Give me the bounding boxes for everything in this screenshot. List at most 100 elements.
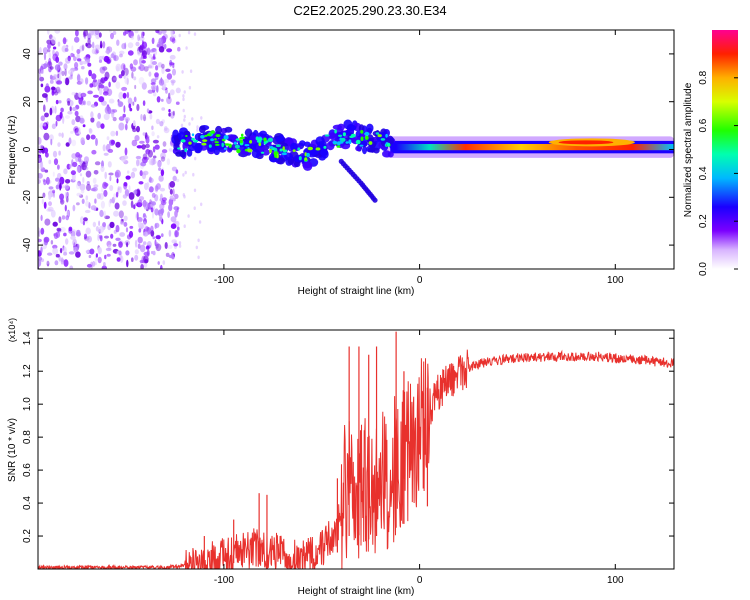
noise-speckle [143,66,149,72]
noise-speckle [147,149,153,158]
noise-speckle [54,260,59,266]
noise-speckle [143,114,146,122]
noise-speckle [46,260,50,265]
signal-branch [372,197,378,203]
noise-speckle [172,68,176,76]
noise-speckle [162,260,166,265]
snr-scale-label: (x10⁴) [7,318,17,342]
noise-speckle [116,178,119,184]
noise-speckle [107,161,112,168]
noise-speckle [121,43,127,50]
noise-speckle [53,158,59,166]
spectrogram-ytick-label: 0 [22,146,33,152]
noise-speckle [171,37,176,44]
noise-speckle [76,165,81,173]
noise-speckle [166,73,173,80]
noise-speckle [103,113,110,121]
noise-speckle [95,48,98,52]
signal-blob-core [276,153,279,159]
noise-speckle [98,59,103,63]
noise-speckle [74,36,80,43]
signal-blob-core [210,138,215,142]
noise-speckle [155,243,162,252]
noise-speckle [92,41,95,49]
noise-speckle [157,261,160,265]
noise-speckle [90,205,97,211]
noise-speckle [51,86,56,91]
noise-speckle [144,226,149,232]
noise-speckle [128,185,131,193]
noise-speckle [141,82,147,90]
noise-speckle [66,191,69,198]
signal-blob-core [188,141,192,145]
noise-speckle [99,235,103,242]
noise-speckle [128,192,135,200]
noise-speckle [193,32,197,36]
colorbar-tick-label: 0.0 [698,262,709,276]
noise-speckle [115,81,121,89]
noise-speckle [156,85,159,93]
noise-speckle [38,227,41,235]
noise-speckle [180,123,184,128]
signal-blob [337,123,345,131]
noise-speckle [52,221,58,227]
noise-speckle [76,229,81,237]
noise-speckle [182,97,185,102]
noise-speckle [118,116,125,121]
noise-speckle [177,46,181,52]
noise-speckle [121,86,128,91]
noise-speckle [92,221,97,228]
noise-speckle [56,80,63,85]
noise-speckle [57,73,60,79]
noise-speckle [151,131,155,137]
noise-speckle [182,173,185,177]
signal-blob-core [315,147,321,151]
noise-speckle [152,146,156,153]
noise-speckle [155,118,160,125]
signal-blob-core [215,143,220,146]
noise-speckle [91,73,97,80]
noise-speckle [73,126,79,134]
noise-speckle [47,252,53,256]
noise-speckle [160,169,165,177]
spectrogram-xlabel: Height of straight line (km) [298,286,415,297]
noise-speckle [54,64,61,71]
noise-speckle [178,33,181,38]
noise-speckle [127,50,134,56]
noise-speckle [58,150,61,156]
noise-speckle [115,141,121,148]
noise-speckle [197,255,200,260]
noise-speckle [75,251,81,258]
noise-speckle [165,89,168,94]
noise-speckle [133,96,137,103]
noise-speckle [136,103,140,112]
noise-speckle [104,106,110,114]
noise-speckle [161,197,167,202]
noise-speckle [130,171,136,179]
noise-speckle [47,30,50,35]
noise-speckle [169,181,176,188]
spectrogram-xtick-label: -100 [214,275,234,286]
noise-speckle [38,163,44,170]
noise-speckle [68,76,73,80]
noise-speckle [100,123,105,129]
noise-speckle [156,135,160,139]
snr-xtick-label: -100 [214,575,234,586]
noise-speckle [138,45,143,53]
noise-speckle [52,150,58,158]
noise-speckle [161,107,166,111]
noise-speckle [193,188,197,193]
noise-speckle [64,77,70,86]
noise-speckle [193,206,196,210]
noise-speckle [151,160,157,165]
noise-speckle [134,135,140,142]
noise-speckle [119,255,124,263]
noise-speckle [40,246,43,254]
noise-speckle [107,148,114,153]
noise-speckle [45,96,49,103]
snr-ylabel: SNR (10 * v/v) [7,418,18,482]
noise-speckle [194,156,197,161]
signal-blob-core [359,144,364,147]
noise-speckle [75,30,79,37]
noise-speckle [156,96,161,103]
